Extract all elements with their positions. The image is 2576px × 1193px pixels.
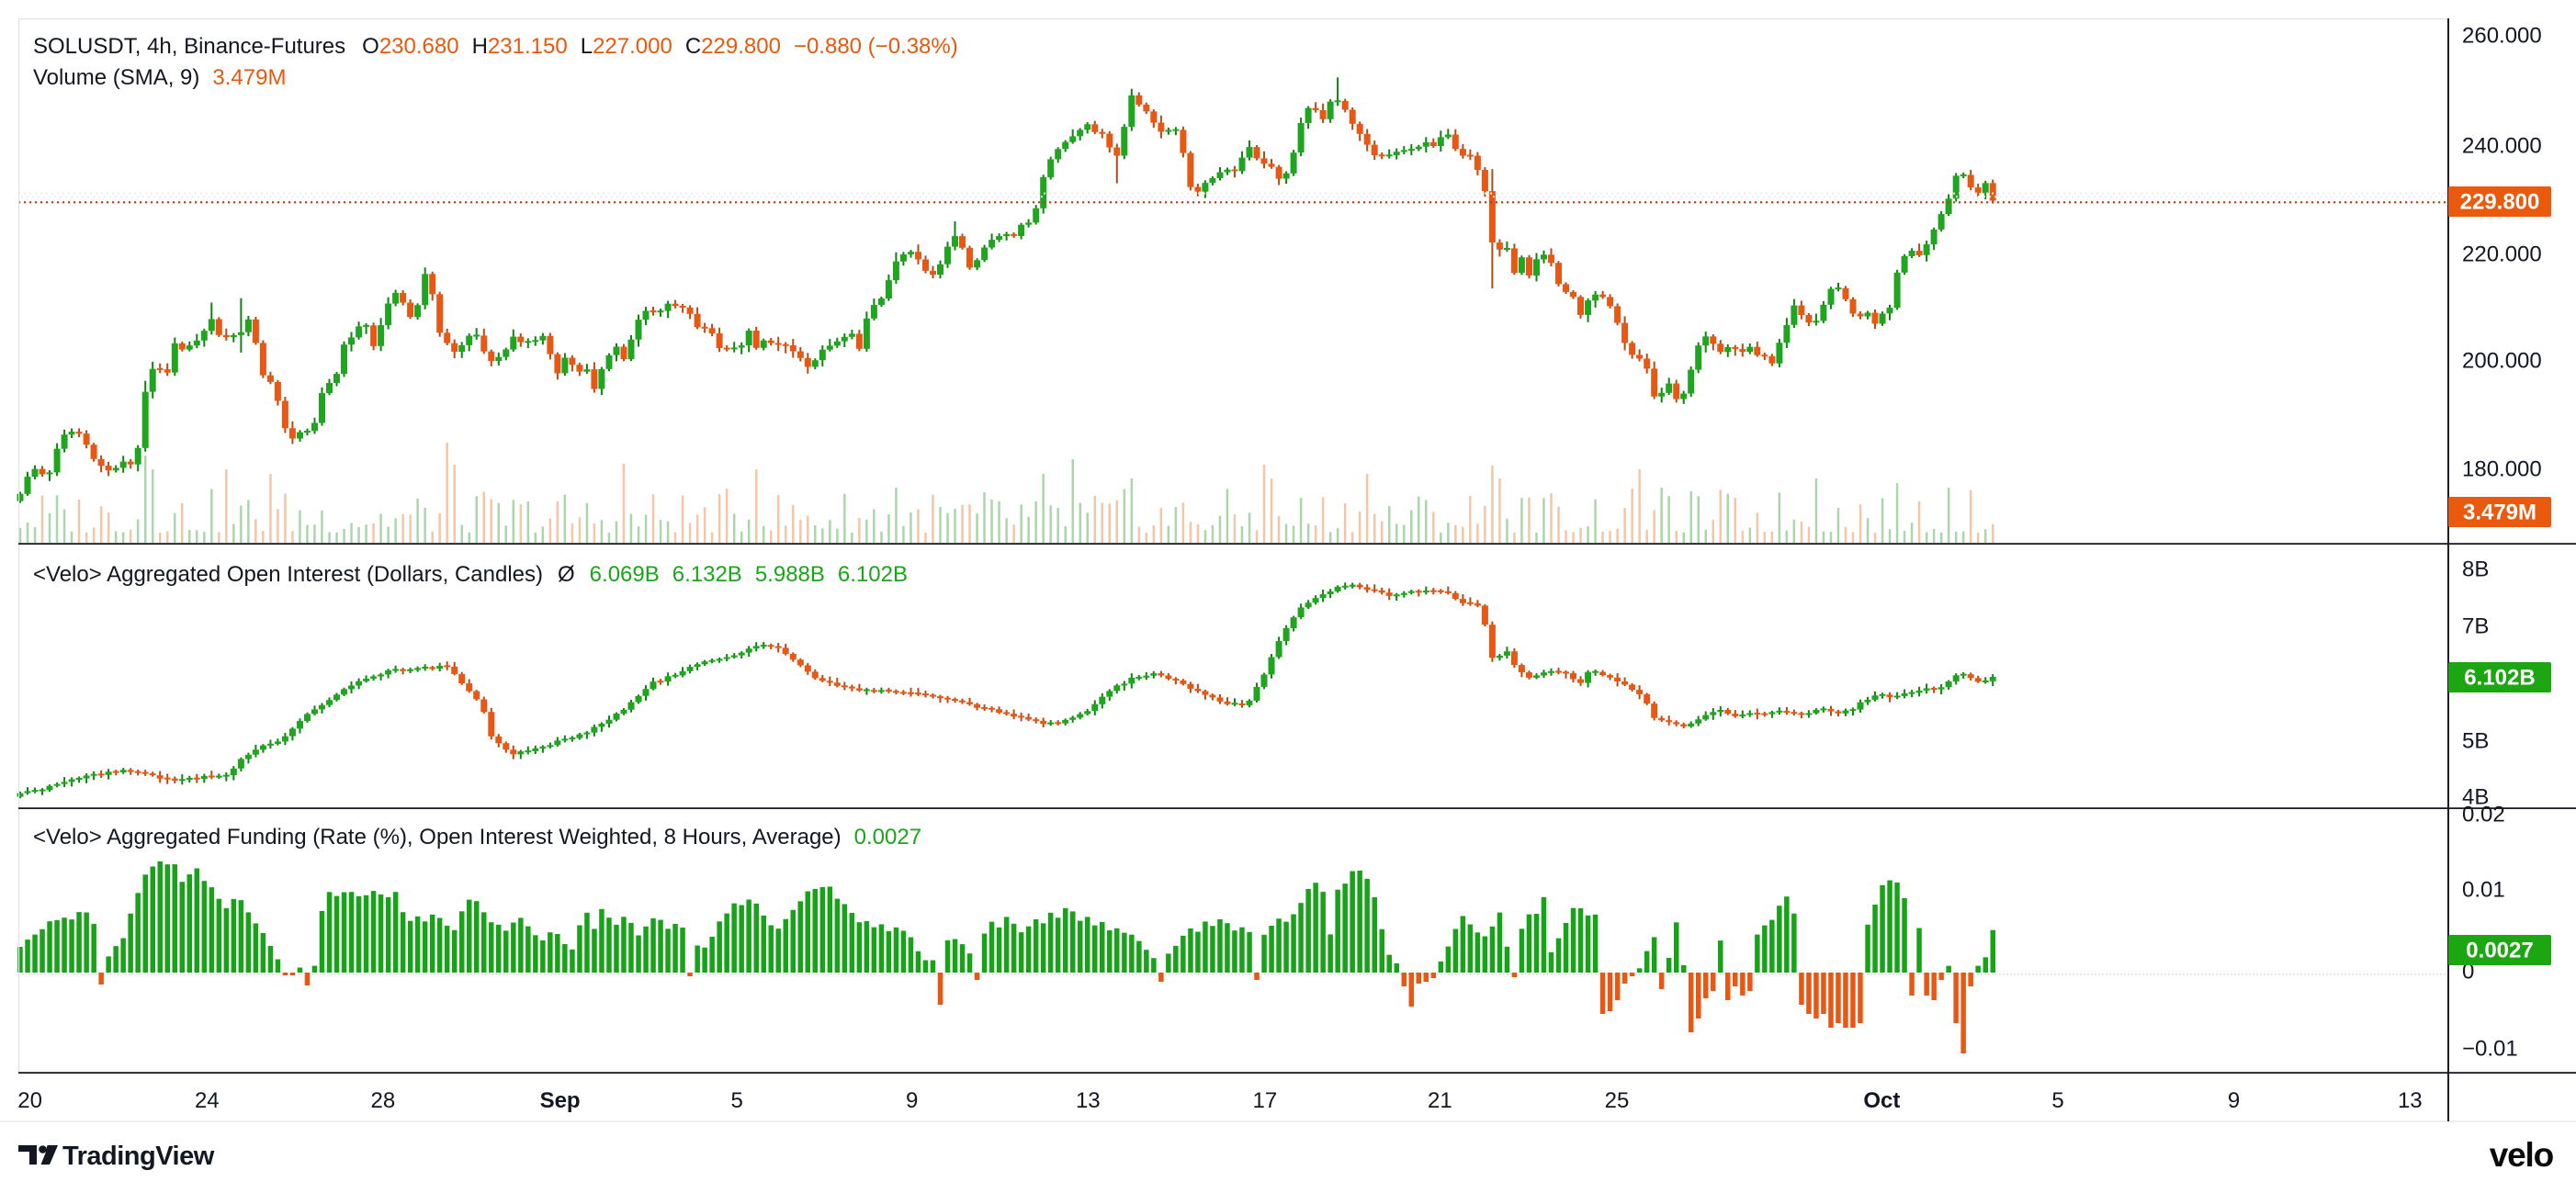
svg-text:240.000: 240.000 — [2462, 134, 2542, 159]
svg-text:6.102B: 6.102B — [2464, 666, 2535, 691]
svg-text:25: 25 — [1605, 1088, 1630, 1113]
svg-text:8B: 8B — [2462, 557, 2489, 582]
svg-text:0.0027: 0.0027 — [2466, 939, 2533, 963]
svg-text:260.000: 260.000 — [2462, 24, 2542, 49]
svg-text:4B: 4B — [2462, 785, 2489, 810]
svg-text:13: 13 — [2398, 1088, 2423, 1113]
svg-text:21: 21 — [1428, 1088, 1452, 1113]
svg-text:velo: velo — [2490, 1136, 2554, 1174]
svg-text:0: 0 — [2462, 960, 2474, 985]
svg-text:5: 5 — [2051, 1088, 2063, 1113]
svg-text:<Velo> Aggregated Open Interes: <Velo> Aggregated Open Interest (Dollars… — [33, 562, 908, 587]
svg-text:TradingView: TradingView — [62, 1142, 215, 1171]
svg-text:20: 20 — [17, 1088, 42, 1113]
svg-text:17: 17 — [1253, 1088, 1278, 1113]
svg-text:7B: 7B — [2462, 614, 2489, 639]
svg-text:220.000: 220.000 — [2462, 242, 2542, 267]
svg-text:0.02: 0.02 — [2462, 803, 2505, 827]
svg-text:−0.01: −0.01 — [2462, 1037, 2518, 1062]
svg-text:5: 5 — [731, 1088, 743, 1113]
svg-text:Volume (SMA, 9)3.479M: Volume (SMA, 9) 3.479M — [33, 65, 286, 90]
svg-text:<Velo> Aggregated Funding (Rat: <Velo> Aggregated Funding (Rate (%), Ope… — [33, 825, 921, 850]
svg-text:229.800: 229.800 — [2460, 190, 2540, 215]
svg-text:24: 24 — [195, 1088, 220, 1113]
svg-text:28: 28 — [371, 1088, 396, 1113]
svg-text:13: 13 — [1076, 1088, 1101, 1113]
svg-text:9: 9 — [906, 1088, 918, 1113]
svg-text:Sep: Sep — [540, 1088, 581, 1113]
svg-text:200.000: 200.000 — [2462, 349, 2542, 374]
svg-text:180.000: 180.000 — [2462, 457, 2542, 482]
svg-text:Oct: Oct — [1863, 1088, 1900, 1113]
svg-text:0.01: 0.01 — [2462, 878, 2505, 903]
svg-text:3.479M: 3.479M — [2463, 501, 2536, 525]
svg-text:5B: 5B — [2462, 729, 2489, 754]
svg-text:9: 9 — [2228, 1088, 2240, 1113]
